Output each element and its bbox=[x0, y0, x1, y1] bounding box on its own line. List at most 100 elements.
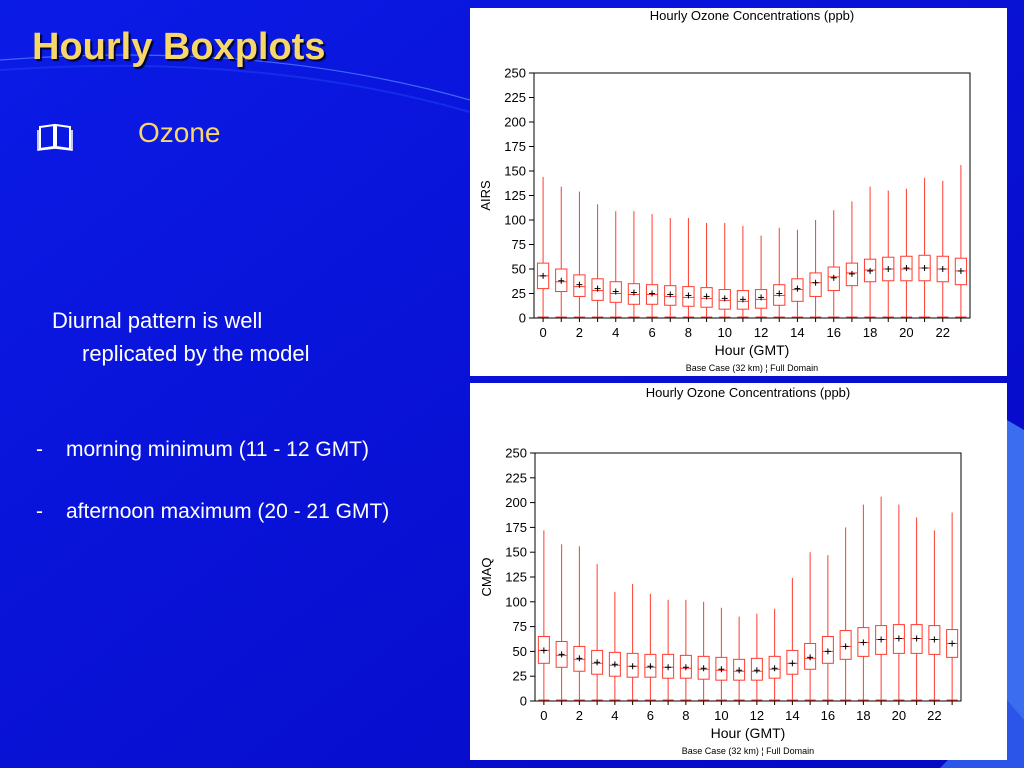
box-iqr bbox=[608, 651, 621, 677]
box-iqr bbox=[555, 640, 568, 668]
box-iqr bbox=[609, 281, 622, 303]
y-tick-label: 100 bbox=[504, 213, 526, 228]
y-tick-label: 75 bbox=[513, 619, 527, 634]
x-tick-label: 16 bbox=[827, 325, 841, 340]
box-iqr bbox=[804, 642, 817, 670]
paragraph-line-1: Diurnal pattern is well bbox=[52, 308, 263, 333]
list-item-afternoon: afternoon maximum (20 - 21 GMT) bbox=[66, 500, 390, 523]
box-hour-1 bbox=[555, 186, 568, 318]
y-tick-label: 0 bbox=[520, 694, 527, 709]
x-tick-label: 0 bbox=[539, 325, 546, 340]
box-hour-14 bbox=[786, 577, 799, 701]
box-hour-19 bbox=[875, 496, 888, 701]
y-tick-label: 150 bbox=[504, 164, 526, 179]
x-tick-label: 6 bbox=[648, 325, 655, 340]
box-iqr bbox=[591, 278, 604, 301]
y-tick-label: 100 bbox=[505, 594, 527, 609]
box-iqr bbox=[821, 636, 834, 664]
box-iqr bbox=[845, 262, 859, 287]
chart-panel-cmaq: Hourly Ozone Concentrations (ppb) 0 25 50 75… bbox=[470, 383, 1007, 760]
boxplot-chart-cmaq: Hourly Ozone Concentrations (ppb) 0 25 50 75… bbox=[479, 385, 962, 756]
box-hour-13 bbox=[768, 608, 781, 701]
box-iqr bbox=[679, 654, 692, 679]
y-tick-label: 200 bbox=[504, 115, 526, 130]
box-hour-9 bbox=[700, 222, 713, 318]
box-hour-4 bbox=[608, 591, 621, 701]
box-iqr bbox=[733, 658, 746, 681]
box-hour-16 bbox=[827, 210, 840, 318]
x-tick-label: 20 bbox=[899, 325, 913, 340]
box-hour-6 bbox=[644, 593, 657, 701]
box-hour-23 bbox=[954, 165, 968, 318]
box-hour-7 bbox=[664, 218, 677, 318]
box-iqr bbox=[715, 656, 728, 681]
list-dash-2: - bbox=[36, 500, 43, 523]
x-tick-label: 18 bbox=[863, 325, 877, 340]
box-iqr bbox=[736, 290, 750, 310]
chart-title: Hourly Ozone Concentrations (ppb) bbox=[650, 8, 855, 23]
box-iqr bbox=[664, 285, 677, 306]
box-iqr bbox=[827, 266, 840, 292]
bullet-ozone bbox=[36, 116, 74, 156]
list-item-morning: morning minimum (11 - 12 GMT) bbox=[66, 438, 370, 461]
box-hour-5 bbox=[626, 583, 639, 701]
book-icon bbox=[37, 123, 73, 151]
y-tick-label: 50 bbox=[513, 644, 527, 659]
box-iqr bbox=[768, 655, 781, 679]
box-iqr bbox=[662, 653, 675, 679]
box-hour-3 bbox=[591, 204, 604, 318]
box-hour-0 bbox=[537, 530, 550, 701]
x-axis-label: Hour (GMT) bbox=[715, 342, 790, 358]
x-tick-label: 20 bbox=[892, 708, 906, 723]
x-tick-label: 10 bbox=[718, 325, 732, 340]
y-axis-label: CMAQ bbox=[479, 558, 494, 597]
box-hour-17 bbox=[845, 201, 859, 318]
y-tick-label: 75 bbox=[512, 237, 526, 252]
x-tick-label: 2 bbox=[576, 708, 583, 723]
list-dash-1: - bbox=[36, 438, 43, 461]
box-hour-15 bbox=[804, 552, 817, 701]
box-hour-2 bbox=[573, 191, 586, 318]
box-hour-6 bbox=[645, 214, 659, 318]
chart-title: Hourly Ozone Concentrations (ppb) bbox=[646, 385, 851, 400]
box-hour-8 bbox=[682, 218, 695, 318]
y-tick-label: 225 bbox=[505, 470, 527, 485]
box-hour-13 bbox=[773, 227, 786, 318]
box-hour-2 bbox=[573, 546, 586, 701]
box-hour-5 bbox=[627, 211, 641, 318]
y-tick-label: 250 bbox=[504, 66, 526, 81]
x-tick-label: 22 bbox=[936, 325, 950, 340]
box-hour-21 bbox=[910, 517, 923, 701]
y-tick-label: 250 bbox=[505, 446, 527, 461]
box-hour-11 bbox=[733, 616, 746, 701]
box-iqr bbox=[697, 655, 710, 680]
box-hour-22 bbox=[928, 530, 941, 701]
y-tick-label: 175 bbox=[504, 139, 526, 154]
x-tick-label: 16 bbox=[821, 708, 835, 723]
slide-title: Hourly Boxplots bbox=[32, 26, 326, 68]
x-tick-label: 8 bbox=[685, 325, 692, 340]
box-hour-4 bbox=[609, 211, 622, 318]
x-tick-label: 14 bbox=[785, 708, 799, 723]
box-iqr bbox=[591, 649, 604, 675]
x-axis-label: Hour (GMT) bbox=[711, 725, 786, 741]
chart-footer: Base Case (32 km) ¦ Full Domain bbox=[682, 746, 814, 756]
y-tick-label: 25 bbox=[513, 669, 527, 684]
chart-panel-airs: Hourly Ozone Concentrations (ppb) 0 25 50 75… bbox=[470, 8, 1007, 376]
box-hour-20 bbox=[892, 504, 905, 701]
box-iqr bbox=[644, 653, 657, 678]
x-tick-label: 12 bbox=[750, 708, 764, 723]
x-tick-label: 22 bbox=[927, 708, 941, 723]
x-tick-label: 6 bbox=[647, 708, 654, 723]
box-hour-11 bbox=[736, 225, 750, 318]
box-iqr bbox=[555, 268, 568, 293]
box-hour-10 bbox=[718, 222, 731, 318]
box-hour-15 bbox=[809, 220, 822, 318]
y-tick-label: 150 bbox=[505, 545, 527, 560]
box-hour-10 bbox=[715, 607, 728, 701]
box-iqr bbox=[718, 289, 731, 310]
box-hour-20 bbox=[900, 188, 913, 318]
box-hour-21 bbox=[918, 177, 931, 318]
y-tick-label: 225 bbox=[504, 90, 526, 105]
x-tick-label: 18 bbox=[856, 708, 870, 723]
